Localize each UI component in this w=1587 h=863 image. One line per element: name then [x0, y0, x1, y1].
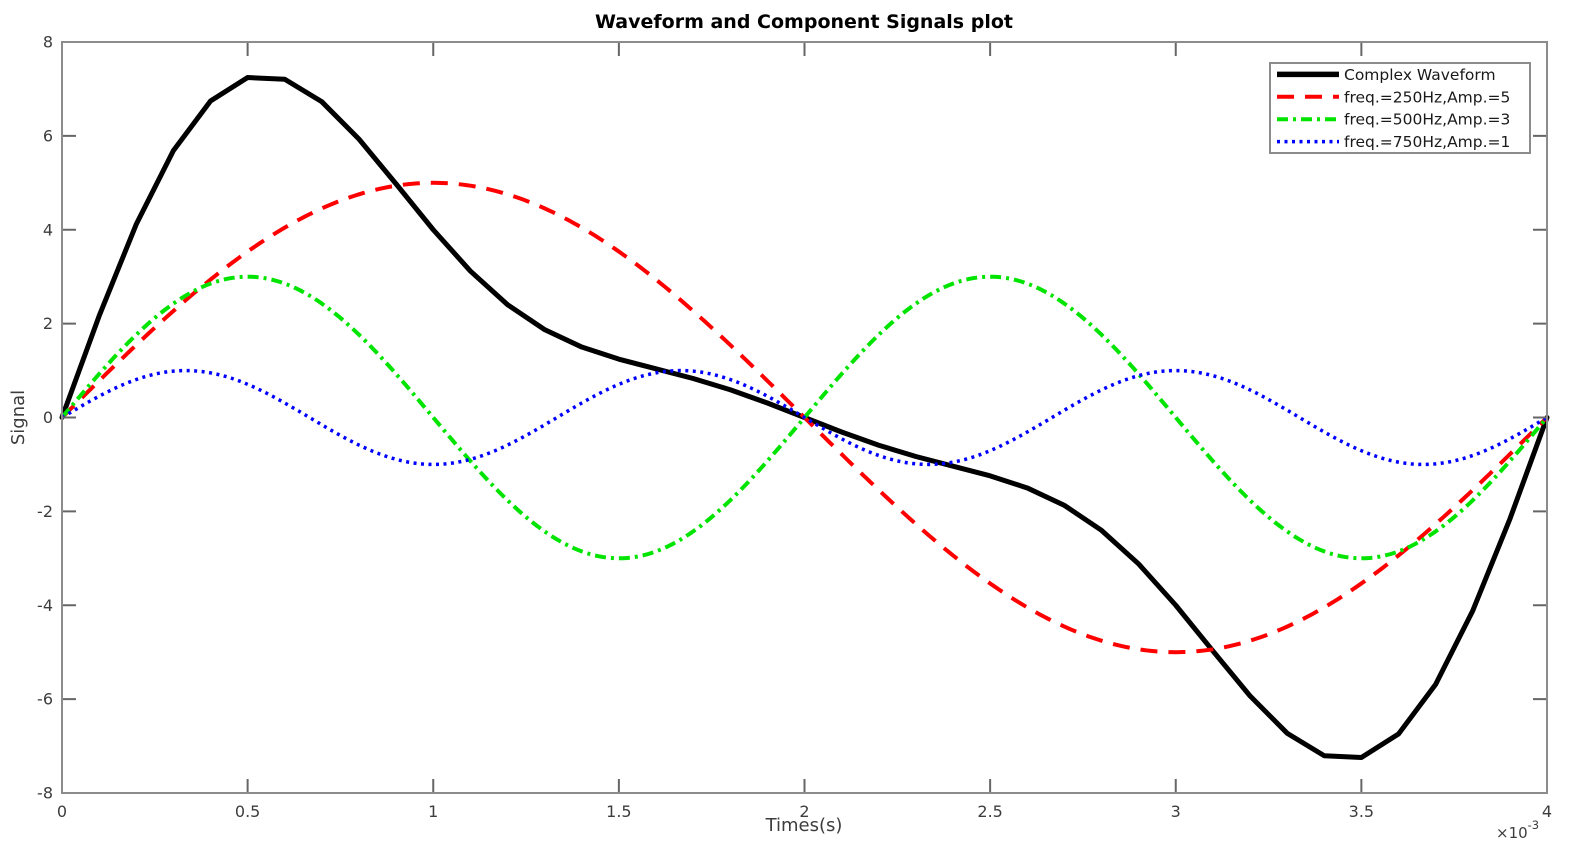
y-axis-label: Signal — [8, 390, 29, 445]
legend-item: Complex Waveform — [1277, 66, 1496, 84]
x-tick-label: 0.5 — [235, 802, 260, 821]
legend-label: freq.=250Hz,Amp.=5 — [1344, 88, 1510, 106]
legend-label: Complex Waveform — [1344, 66, 1496, 84]
offset-exponent: -3 — [1528, 818, 1539, 832]
x-axis-label: Times(s) — [765, 815, 843, 836]
x-tick-label: 1 — [428, 802, 438, 821]
offset-base: ×10 — [1496, 824, 1528, 842]
x-tick-label: 2.5 — [977, 802, 1002, 821]
legend-item: freq.=500Hz,Amp.=3 — [1277, 111, 1510, 129]
series-line-dashdot — [60, 274, 1549, 561]
y-tick-label: 0 — [43, 408, 53, 427]
x-tick-label: 1.5 — [606, 802, 631, 821]
x-tick-label: 3.5 — [1349, 802, 1374, 821]
series-line-dotted — [61, 368, 1548, 467]
axis-tick-labels: 0 0.5 1 1.5 2 2.5 3 3.5 4 -8 -6 -4 -2 0 2 4 6 8 — [37, 33, 1552, 822]
y-tick-label: 6 — [43, 126, 53, 145]
y-tick-label: 8 — [43, 33, 53, 52]
x-axis-scale-offset: ×10-3 — [1496, 818, 1539, 842]
y-tick-label: -4 — [37, 596, 53, 615]
y-tick-label: -8 — [37, 784, 53, 803]
y-tick-label: -2 — [37, 502, 53, 521]
x-tick-label: 2 — [799, 802, 809, 821]
legend: Complex Waveform freq.=250Hz,Amp.=5 freq.=… — [1269, 62, 1531, 154]
legend-box — [1269, 62, 1531, 154]
y-tick-label: -6 — [37, 690, 53, 709]
plot-curves — [59, 75, 1550, 760]
x-tick-label: 3 — [1171, 802, 1181, 821]
y-tick-label: 4 — [43, 220, 53, 239]
y-tick-label: 2 — [43, 314, 53, 333]
chart-title: Waveform and Component Signals plot — [595, 11, 1013, 33]
legend-label: freq.=750Hz,Amp.=1 — [1344, 133, 1510, 151]
x-tick-label: 4 — [1542, 802, 1552, 821]
legend-item: freq.=250Hz,Amp.=5 — [1277, 88, 1510, 106]
plot-border — [61, 41, 1548, 794]
x-tick-label: 0 — [57, 802, 67, 821]
legend-label: freq.=500Hz,Amp.=3 — [1344, 111, 1510, 129]
legend-item: freq.=750Hz,Amp.=1 — [1277, 133, 1510, 151]
